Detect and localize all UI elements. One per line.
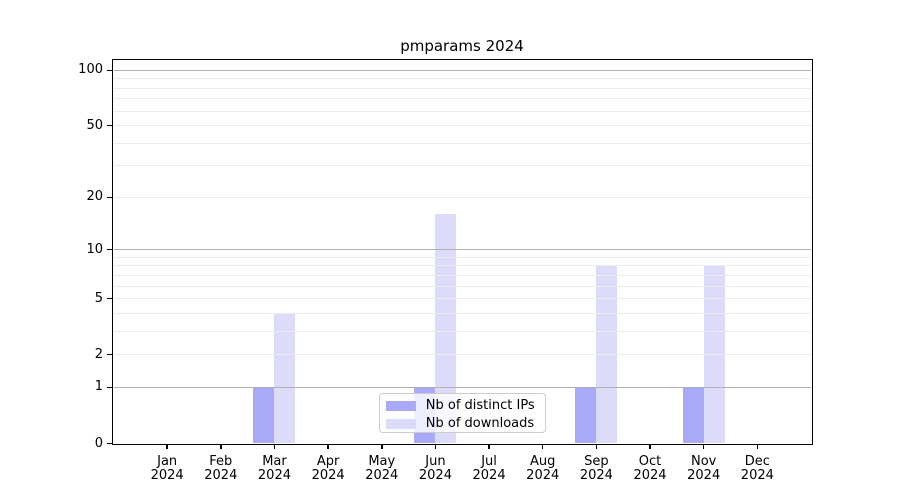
x-tick-label: Nov 2024: [687, 453, 721, 483]
x-tickmark: [488, 443, 490, 449]
x-tickmark: [541, 443, 544, 449]
minor-gridline: [113, 87, 811, 89]
y-tick-label: 1: [94, 379, 103, 395]
x-tickmark: [273, 443, 276, 449]
legend-swatch-distinct-ips: [385, 400, 416, 411]
bar-distinct-ips: [575, 387, 597, 444]
minor-gridline: [113, 256, 811, 258]
x-tickmark: [702, 443, 705, 449]
legend: Nb of distinct IPs Nb of downloads: [378, 392, 546, 433]
y-tickmark: [107, 196, 112, 199]
x-tick-label: Dec 2024: [740, 453, 774, 483]
x-tickmark: [327, 443, 329, 449]
x-tick-label: Jun 2024: [418, 453, 452, 483]
minor-gridline: [113, 165, 811, 167]
legend-swatch-downloads: [385, 418, 416, 429]
y-tickmark: [107, 248, 112, 251]
x-tick-label: Oct 2024: [633, 453, 667, 483]
x-tick-label: May 2024: [365, 453, 399, 483]
x-tickmark: [756, 443, 759, 449]
x-tickmark: [220, 443, 222, 449]
y-tickmark: [107, 442, 112, 445]
y-tickmark: [107, 297, 112, 300]
bar-downloads: [435, 214, 457, 444]
y-tick-label: 100: [78, 62, 103, 78]
minor-gridline: [113, 125, 811, 127]
legend-row: Nb of downloads: [385, 416, 536, 432]
x-tick-label: Apr 2024: [311, 453, 345, 483]
x-tick-label: Jan 2024: [150, 453, 184, 483]
x-tick-label: Mar 2024: [257, 453, 291, 483]
minor-gridline: [113, 312, 811, 314]
minor-gridline: [113, 98, 811, 100]
bar-downloads: [274, 313, 296, 444]
minor-gridline: [113, 265, 811, 267]
minor-gridline: [113, 78, 811, 80]
legend-row: Nb of distinct IPs: [385, 398, 536, 414]
y-tick-label: 0: [94, 435, 103, 451]
x-tickmark: [166, 443, 168, 449]
y-tick-label: 20: [86, 189, 103, 205]
major-gridline: [113, 386, 811, 389]
legend-label: Nb of downloads: [425, 416, 535, 431]
y-tick-label: 2: [94, 346, 103, 362]
x-tick-label: Jul 2024: [472, 453, 506, 483]
y-tick-label: 50: [86, 117, 103, 133]
bar-distinct-ips: [253, 387, 275, 444]
x-tickmark: [649, 443, 651, 449]
major-gridline: [113, 248, 811, 251]
minor-gridline: [113, 330, 811, 332]
chart-title: pmparams 2024: [400, 37, 524, 55]
minor-gridline: [113, 274, 811, 276]
minor-gridline: [113, 196, 811, 198]
y-tickmark: [107, 386, 112, 389]
major-gridline: [113, 69, 811, 71]
minor-gridline: [113, 142, 811, 144]
minor-gridline: [113, 298, 811, 300]
minor-gridline: [113, 285, 811, 287]
y-tick-label: 10: [86, 241, 103, 257]
x-tickmark: [434, 443, 437, 449]
x-tick-label: Feb 2024: [204, 453, 238, 483]
minor-gridline: [113, 110, 811, 112]
y-tickmark: [107, 69, 112, 72]
bar-distinct-ips: [682, 387, 704, 444]
y-tick-label: 5: [94, 290, 103, 306]
minor-gridline: [113, 354, 811, 356]
y-tickmark: [107, 124, 112, 127]
legend-label: Nb of distinct IPs: [425, 398, 535, 413]
x-tick-label: Aug 2024: [526, 453, 560, 483]
y-tickmark: [107, 353, 112, 356]
x-tickmark: [595, 443, 598, 449]
x-tickmark: [381, 443, 383, 449]
x-tick-label: Sep 2024: [579, 453, 613, 483]
